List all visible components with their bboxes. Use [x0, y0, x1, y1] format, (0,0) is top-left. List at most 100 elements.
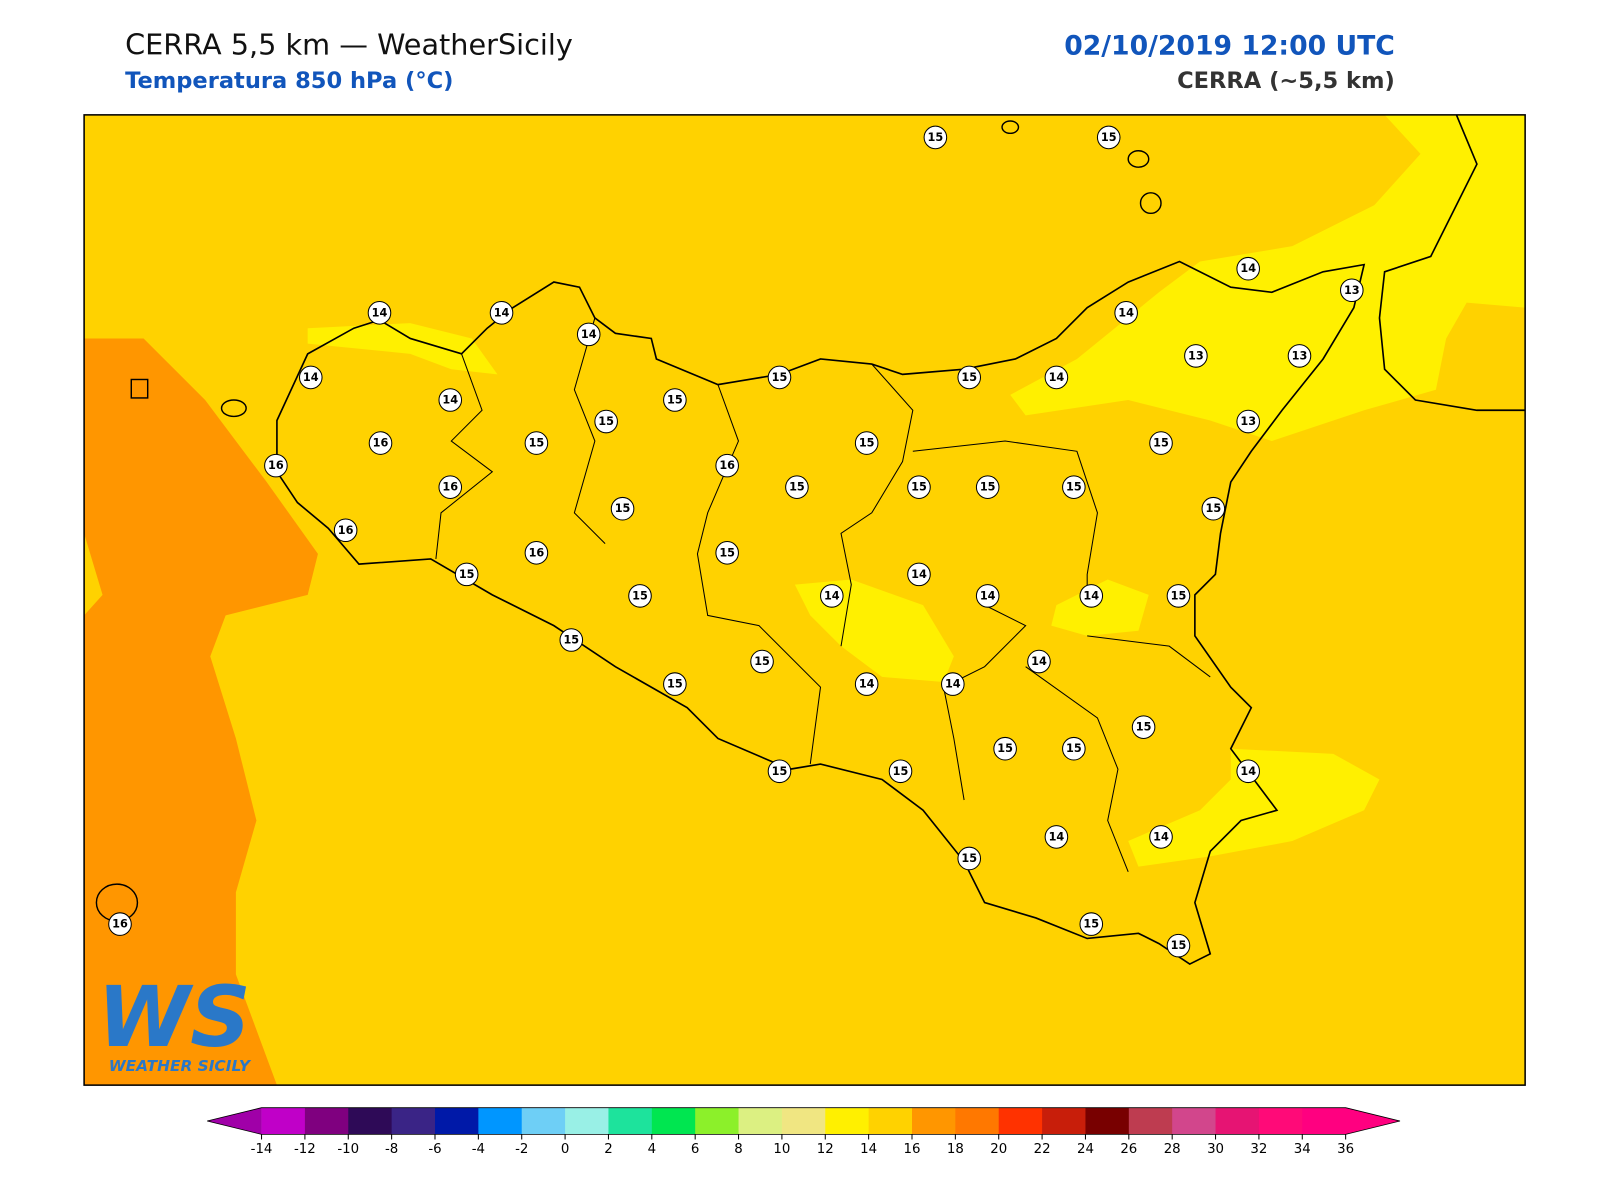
station-value: 15 [719, 546, 735, 559]
colorbar-over [1345, 1107, 1400, 1135]
station-marker [854, 431, 879, 455]
colorbar-swatch [1302, 1107, 1347, 1135]
station-value: 15 [459, 568, 475, 581]
station-marker [767, 365, 792, 390]
station-value: 15 [615, 502, 631, 515]
station-value: 16 [373, 437, 389, 450]
field-cool [307, 114, 1526, 867]
logo: WS [97, 968, 250, 1066]
station-value: 14 [824, 589, 840, 602]
colorbar-tick-label: -2 [515, 1142, 528, 1157]
station-marker [715, 541, 739, 565]
map: 15 15 14 13 14 14 14 14 14 15 15 14 13 13 14 15 15 13 16 15… [84, 114, 1526, 1086]
station-marker [610, 496, 635, 521]
province-borders [435, 317, 1211, 872]
colorbar-swatch [478, 1107, 523, 1135]
colorbar-tick-label: -6 [428, 1142, 441, 1157]
station-marker [1062, 736, 1086, 761]
station-marker [1131, 715, 1156, 739]
station-marker [1044, 365, 1069, 390]
station-marker [1287, 344, 1312, 368]
colorbar-tick-label: 8 [734, 1142, 742, 1157]
colorbar-tick-label: 6 [691, 1142, 699, 1157]
station-marker [559, 628, 584, 652]
station-value: 14 [303, 371, 319, 384]
colorbar-tick-label: -8 [385, 1142, 398, 1157]
station-marker [785, 475, 809, 499]
station-marker [1096, 125, 1121, 150]
station-marker [438, 475, 463, 499]
colorbar-swatch [391, 1107, 436, 1135]
colorbar-swatch [261, 1107, 306, 1135]
station-marker [907, 475, 931, 499]
station-value: 13 [1292, 349, 1308, 362]
station-value: 14 [494, 306, 510, 319]
station-value: 14 [581, 328, 597, 341]
colorbar-swatch [651, 1107, 696, 1135]
colorbar-tick-label: -4 [472, 1142, 485, 1157]
station-value: 15 [667, 678, 683, 691]
station-value: 15 [1101, 131, 1117, 144]
station-marker [1062, 475, 1086, 499]
stations: 15 15 14 13 14 14 14 14 14 15 15 14 13 13 14 15 15 13 16 15… [108, 125, 1364, 958]
station-value: 16 [719, 459, 735, 472]
station-marker [438, 388, 463, 412]
colorbar-swatch [1128, 1107, 1173, 1135]
colorbar-swatch [434, 1107, 479, 1135]
station-marker [367, 301, 392, 325]
station-value: 16 [338, 524, 354, 537]
station-value: 15 [893, 765, 909, 778]
colorbar-swatch [825, 1107, 870, 1135]
station-value: 14 [945, 678, 961, 691]
colorbar-swatch [304, 1107, 349, 1135]
station-value: 14 [372, 306, 388, 319]
station-marker [975, 475, 1000, 499]
subtitle: Temperatura 850 hPa (°C) [125, 68, 453, 94]
station-value: 15 [754, 655, 770, 668]
colorbar-swatch [781, 1107, 826, 1135]
station-marker [333, 518, 358, 543]
station-marker [941, 672, 965, 696]
station-value: 14 [1240, 262, 1256, 275]
station-value: 16 [268, 459, 284, 472]
station-value: 13 [1188, 349, 1204, 362]
colorbar-swatch [565, 1107, 609, 1135]
station-value: 15 [598, 415, 614, 428]
colorbar-tick-label: 24 [1077, 1142, 1094, 1157]
station-value: 15 [1205, 502, 1221, 515]
station-marker [715, 453, 739, 478]
station-marker [975, 584, 1000, 608]
colorbar-tick-label: 32 [1250, 1142, 1267, 1157]
colorbar-tick-label: 28 [1164, 1142, 1181, 1157]
colorbar-tick-label: 10 [773, 1142, 790, 1157]
station-value: 14 [911, 568, 927, 581]
station-marker [907, 562, 931, 587]
calabria-coast [1378, 114, 1526, 412]
colorbar-swatch [608, 1107, 653, 1135]
station-value: 16 [442, 481, 458, 494]
station-marker [767, 759, 792, 784]
station-marker [957, 365, 982, 390]
station-marker [1027, 649, 1051, 674]
station-value: 15 [1066, 481, 1082, 494]
title: CERRA 5,5 km — WeatherSicily [125, 27, 573, 61]
model: CERRA (~5,5 km) [1177, 68, 1395, 94]
station-marker [663, 672, 687, 696]
station-marker [524, 431, 549, 455]
station-marker [1339, 278, 1364, 303]
station-marker [576, 322, 601, 347]
station-marker [264, 453, 288, 478]
colorbar-swatch [911, 1107, 956, 1135]
station-value: 14 [1049, 830, 1065, 843]
station-marker [993, 736, 1017, 761]
station-marker [368, 431, 393, 455]
station-value: 15 [1066, 742, 1082, 755]
station-value: 13 [1240, 415, 1256, 428]
station-value: 15 [772, 371, 788, 384]
station-marker [888, 759, 913, 784]
colorbar: -14 -12 -10 -8 -6 -4 -2 0 2 4 6 8 10 12 14 16 18 20 22 24 26… [207, 1107, 1401, 1157]
colorbar-swatch [1085, 1107, 1130, 1135]
station-marker [1166, 584, 1191, 608]
colorbar-tick-label: 20 [990, 1142, 1007, 1157]
